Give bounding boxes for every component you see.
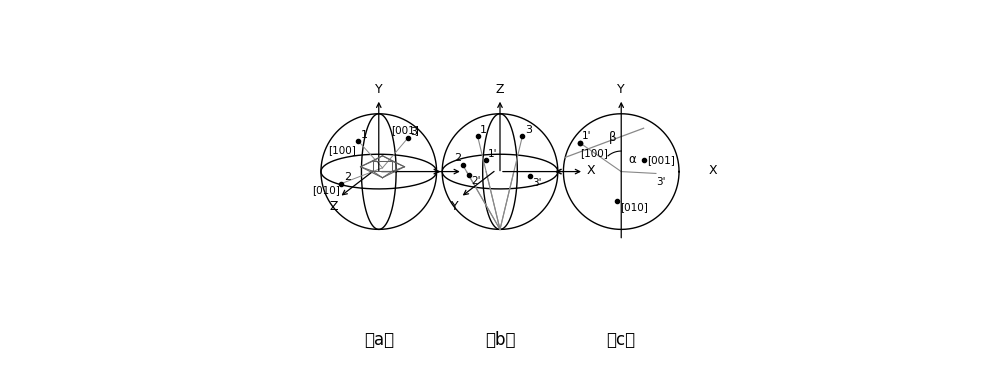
Text: 3': 3' — [656, 177, 665, 187]
Text: X: X — [587, 164, 596, 176]
Text: 3': 3' — [532, 178, 542, 188]
Text: 1: 1 — [480, 125, 487, 135]
Text: 1': 1' — [488, 148, 498, 159]
Text: （a）: （a） — [364, 331, 394, 349]
Text: Y: Y — [451, 200, 459, 213]
Text: 2: 2 — [344, 172, 351, 182]
Text: [010]: [010] — [312, 185, 340, 195]
Text: 1': 1' — [582, 131, 592, 141]
Text: 3: 3 — [410, 127, 417, 137]
Text: [100]: [100] — [580, 148, 608, 158]
Text: Y: Y — [617, 83, 625, 96]
Text: Y: Y — [375, 83, 383, 96]
Text: 2: 2 — [454, 153, 461, 163]
Text: α: α — [628, 153, 636, 166]
Text: [010]: [010] — [620, 203, 648, 213]
Text: [001]: [001] — [391, 125, 419, 135]
Text: 2': 2' — [471, 176, 481, 186]
Text: β: β — [609, 131, 617, 144]
Text: （c）: （c） — [607, 331, 636, 349]
Text: [100]: [100] — [329, 145, 356, 156]
Text: （b）: （b） — [485, 331, 515, 349]
Text: Z: Z — [329, 200, 338, 213]
Text: [001]: [001] — [647, 155, 675, 164]
Text: 1: 1 — [361, 130, 368, 140]
Text: Z: Z — [496, 83, 504, 96]
Text: 3: 3 — [525, 125, 532, 135]
Text: X: X — [708, 164, 717, 176]
